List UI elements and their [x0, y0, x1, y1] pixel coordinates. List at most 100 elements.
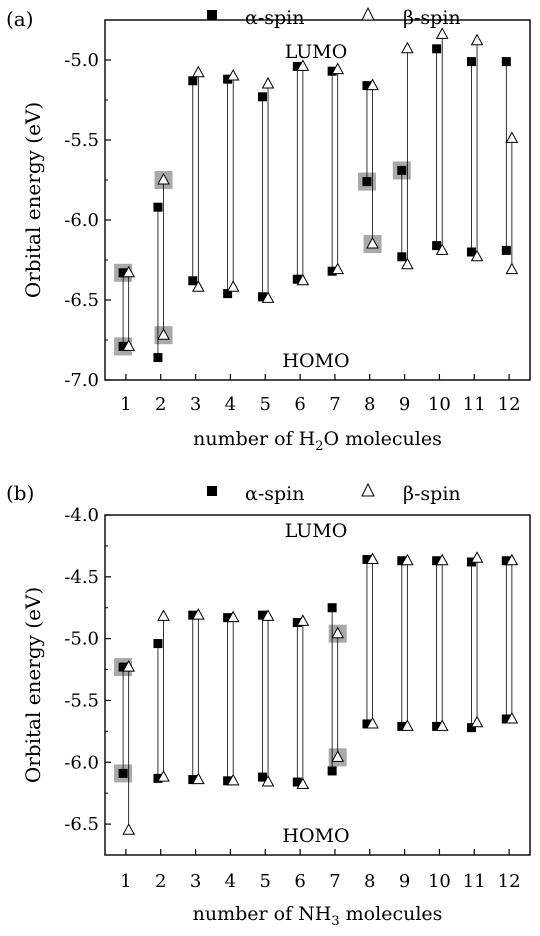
- alpha-spin-point: [397, 721, 407, 731]
- plot-frame: [104, 19, 531, 381]
- y-tick-label: -7.0: [64, 370, 99, 391]
- alpha-spin-point: [432, 721, 442, 731]
- beta-spin-point: [401, 553, 414, 566]
- x-tick-label: 8: [364, 394, 375, 415]
- beta-spin-point: [366, 716, 379, 729]
- beta-spin-point: [226, 610, 240, 623]
- alpha-spin-point: [327, 266, 337, 276]
- alpha-spin-point: [327, 766, 337, 776]
- x-tick-label: 3: [190, 394, 201, 415]
- beta-spin-point: [157, 770, 170, 782]
- x-tick-label: 7: [329, 394, 340, 415]
- x-tick-label: 2: [155, 394, 166, 415]
- legend-beta-marker: [361, 482, 375, 497]
- beta-spin-point: [122, 339, 136, 351]
- beta-spin-point: [261, 775, 275, 787]
- y-tick-label: -5.5: [64, 690, 99, 711]
- beta-spin-point: [470, 33, 484, 46]
- y-tick-label: -5.5: [64, 130, 99, 151]
- legend: α-spin β-spin: [207, 482, 461, 505]
- beta-spin-point: [401, 719, 414, 731]
- homo-annotation: HOMO: [282, 825, 349, 847]
- x-tick-label: 3: [190, 871, 201, 892]
- x-tick-label: 1: [120, 394, 131, 415]
- beta-spin-point: [435, 243, 449, 255]
- beta-spin-point: [470, 551, 484, 563]
- beta-spin-point: [122, 823, 136, 835]
- panel-a: 1 2 3 4 5 6 7 8 9 10 11 12-7.0-6.5-6.0-5.5-5.0(a) α-…: [6, 6, 531, 454]
- plot-frame: [104, 514, 531, 856]
- legend-alpha-marker: [207, 10, 217, 20]
- legend-alpha-label: α-spin: [245, 7, 304, 29]
- alpha-spin-point: [292, 618, 302, 628]
- alpha-spin-point: [153, 773, 163, 783]
- beta-spin-point: [192, 65, 205, 78]
- beta-spin-point: [505, 131, 519, 143]
- beta-spin-point: [296, 777, 310, 790]
- alpha-spin-point: [501, 57, 511, 67]
- beta-spin-point: [192, 772, 205, 785]
- alpha-spin-point: [153, 353, 163, 363]
- beta-spin-point: [192, 280, 205, 292]
- alpha-spin-point: [188, 775, 198, 785]
- beta-spin-point: [470, 249, 484, 262]
- alpha-spin-point: [188, 610, 198, 620]
- alpha-spin-point: [153, 639, 163, 649]
- alpha-spin-point: [223, 613, 233, 623]
- beta-spin-point: [366, 552, 379, 565]
- y-tick-label: -6.0: [64, 752, 99, 773]
- y-tick-label: -5.0: [64, 50, 99, 71]
- beta-spin-point: [435, 553, 449, 566]
- beta-spin-point: [366, 236, 379, 249]
- alpha-spin-point: [327, 603, 337, 613]
- legend-alpha-marker: [207, 486, 217, 496]
- y-tick-label: -4.0: [64, 505, 99, 526]
- alpha-spin-point: [257, 92, 267, 102]
- beta-spin-point: [331, 62, 345, 75]
- x-tick-label: 2: [155, 871, 166, 892]
- beta-spin-point: [261, 609, 275, 621]
- x-tick-label: 1: [120, 871, 131, 892]
- alpha-spin-point: [466, 57, 476, 67]
- x-tick-label: 11: [463, 871, 486, 892]
- alpha-spin-point: [188, 276, 198, 286]
- alpha-spin-point: [501, 556, 511, 566]
- x-tick-label: 5: [260, 394, 271, 415]
- beta-spin-point: [435, 27, 449, 39]
- x-tick-label: 6: [294, 394, 305, 415]
- beta-spin-point: [331, 626, 345, 639]
- beta-spin-point: [505, 553, 519, 566]
- panel-label: (b): [6, 481, 34, 505]
- alpha-spin-point: [466, 247, 476, 257]
- panel-b: 1 2 3 4 5 6 7 8 9 10 11 12-6.5-6.0-5.5-5.0-4.5-4.0(…: [6, 481, 531, 929]
- beta-spin-point: [505, 262, 519, 275]
- x-tick-label: 6: [294, 871, 305, 892]
- beta-spin-point: [401, 257, 414, 270]
- alpha-spin-point: [397, 165, 407, 175]
- alpha-spin-point: [432, 44, 442, 54]
- homo-annotation: HOMO: [282, 350, 349, 372]
- alpha-spin-point: [292, 61, 302, 71]
- beta-spin-point: [122, 265, 136, 278]
- legend-alpha-label: α-spin: [245, 483, 304, 505]
- beta-spin-point: [226, 68, 240, 81]
- legend-beta-label: β-spin: [403, 483, 461, 505]
- alpha-spin-point: [397, 556, 407, 566]
- alpha-spin-point: [292, 777, 302, 787]
- beta-spin-point: [157, 328, 170, 340]
- beta-spin-point: [122, 660, 136, 672]
- x-tick-label: 9: [399, 394, 410, 415]
- alpha-spin-point: [153, 202, 163, 212]
- alpha-spin-point: [118, 341, 128, 351]
- alpha-spin-point: [362, 719, 372, 729]
- x-tick-label: 8: [364, 871, 375, 892]
- alpha-spin-point: [432, 241, 442, 251]
- alpha-spin-point: [118, 768, 128, 778]
- lumo-annotation: LUMO: [285, 41, 348, 63]
- alpha-spin-point: [501, 714, 511, 724]
- y-tick-label: -5.0: [64, 629, 99, 650]
- x-tick-label: 4: [225, 871, 236, 892]
- panel-label: (a): [6, 7, 34, 31]
- lumo-annotation: LUMO: [285, 520, 348, 542]
- x-tick-label: 10: [428, 871, 451, 892]
